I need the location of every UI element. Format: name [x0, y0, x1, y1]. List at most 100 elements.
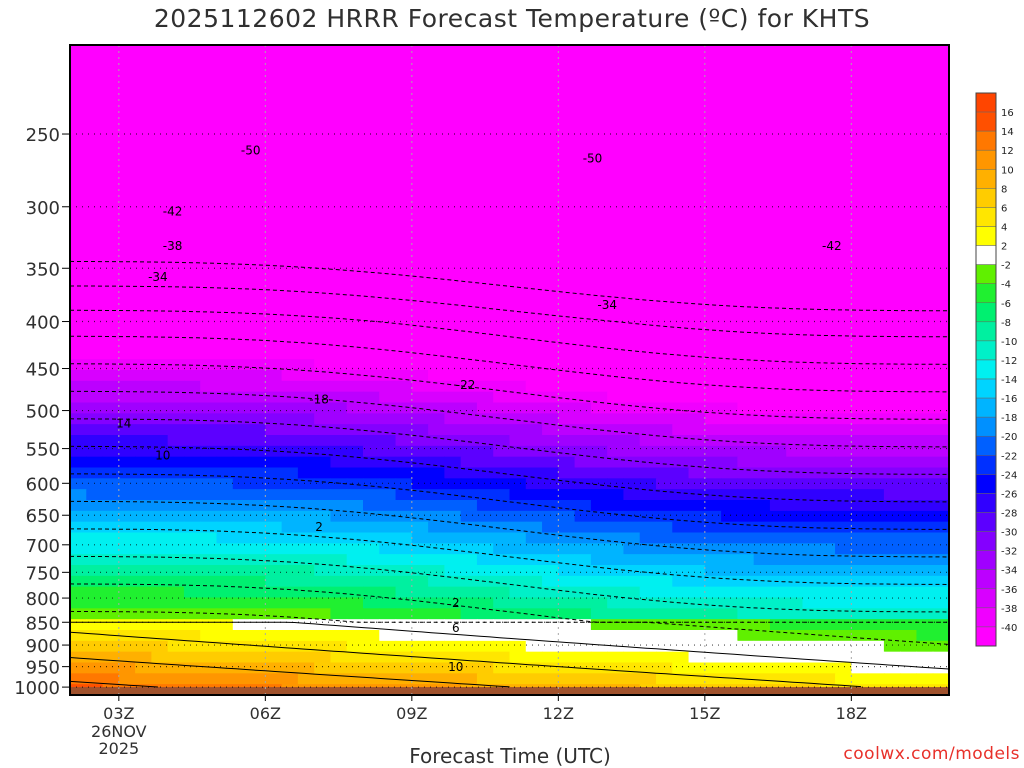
field-cell	[102, 337, 120, 349]
field-cell	[281, 500, 299, 512]
field-cell	[818, 543, 836, 555]
field-cell	[672, 294, 690, 306]
field-cell	[851, 153, 869, 165]
field-cell	[590, 413, 608, 425]
field-cell	[135, 207, 152, 219]
field-cell	[900, 240, 918, 252]
field-cell	[607, 337, 625, 349]
field-cell	[656, 467, 673, 479]
field-cell	[297, 543, 315, 555]
field-cell	[525, 662, 543, 674]
field-cell	[867, 88, 885, 100]
field-cell	[704, 630, 722, 642]
field-cell	[656, 99, 673, 111]
field-cell	[558, 207, 576, 219]
field-cell	[867, 619, 885, 631]
field-cell	[509, 554, 527, 566]
field-cell	[444, 272, 462, 284]
field-cell	[411, 99, 429, 111]
field-cell	[200, 597, 218, 609]
field-cell	[395, 153, 413, 165]
field-cell	[639, 110, 657, 122]
field-cell	[200, 294, 218, 306]
field-cell	[183, 196, 201, 209]
field-cell	[102, 142, 120, 154]
field-cell	[509, 110, 527, 122]
field-cell	[656, 575, 673, 588]
field-cell	[916, 673, 934, 685]
field-cell	[769, 131, 787, 144]
field-cell	[493, 240, 511, 252]
field-cell	[900, 88, 918, 100]
field-cell	[346, 413, 364, 425]
field-cell	[916, 294, 934, 306]
field-cell	[818, 110, 836, 122]
field-cell	[314, 489, 332, 501]
field-cell	[802, 435, 820, 447]
field-cell	[200, 66, 218, 79]
field-cell	[297, 272, 315, 284]
field-cell	[802, 207, 820, 219]
field-cell	[216, 153, 234, 165]
field-cell	[281, 489, 299, 501]
field-cell	[558, 153, 576, 165]
field-cell	[314, 608, 332, 620]
y-tick-label: 800	[26, 589, 60, 610]
field-cell	[330, 337, 348, 349]
field-cell	[363, 240, 380, 252]
field-cell	[102, 413, 120, 425]
field-cell	[867, 445, 885, 458]
field-cell	[769, 55, 787, 68]
field-cell	[232, 337, 250, 349]
field-cell	[753, 229, 771, 241]
field-cell	[232, 380, 250, 393]
field-cell	[102, 565, 120, 577]
field-cell	[932, 521, 949, 534]
field-cell	[151, 651, 169, 664]
field-cell	[86, 120, 104, 133]
field-cell	[639, 543, 657, 555]
field-cell	[314, 662, 332, 674]
field-cell	[493, 218, 511, 230]
field-cell	[102, 489, 120, 501]
field-cell	[721, 261, 738, 274]
field-cell	[411, 521, 429, 534]
field-cell	[102, 77, 120, 89]
field-cell	[281, 640, 299, 653]
field-cell	[607, 175, 625, 187]
field-cell	[607, 662, 625, 674]
field-cell	[216, 272, 234, 284]
field-cell	[216, 478, 234, 490]
field-cell	[330, 315, 348, 328]
field-cell	[281, 272, 299, 284]
field-cell	[249, 543, 266, 555]
field-cell	[330, 250, 348, 263]
field-cell	[769, 153, 787, 165]
field-cell	[411, 445, 429, 458]
field-cell	[525, 445, 543, 458]
field-cell	[656, 435, 673, 447]
colorbar-swatch	[975, 264, 997, 284]
field-cell	[265, 283, 283, 295]
field-cell	[704, 424, 722, 436]
field-cell	[688, 283, 706, 295]
field-cell	[476, 521, 494, 534]
colorbar-label: -10	[1001, 337, 1017, 348]
field-cell	[835, 229, 852, 241]
colorbar-swatch	[975, 531, 997, 551]
field-cell	[721, 478, 738, 490]
field-cell	[167, 510, 185, 523]
field-cell	[851, 521, 869, 534]
field-cell	[70, 597, 87, 609]
field-cell	[818, 478, 836, 490]
field-cell	[656, 196, 673, 209]
credit-link[interactable]: coolwx.com/models	[843, 744, 1020, 764]
field-cell	[672, 240, 690, 252]
field-cell	[265, 662, 283, 674]
field-cell	[688, 45, 706, 57]
field-cell	[574, 348, 592, 360]
field-cell	[395, 348, 413, 360]
field-cell	[656, 619, 673, 631]
field-cell	[379, 359, 397, 371]
field-cell	[428, 467, 445, 479]
